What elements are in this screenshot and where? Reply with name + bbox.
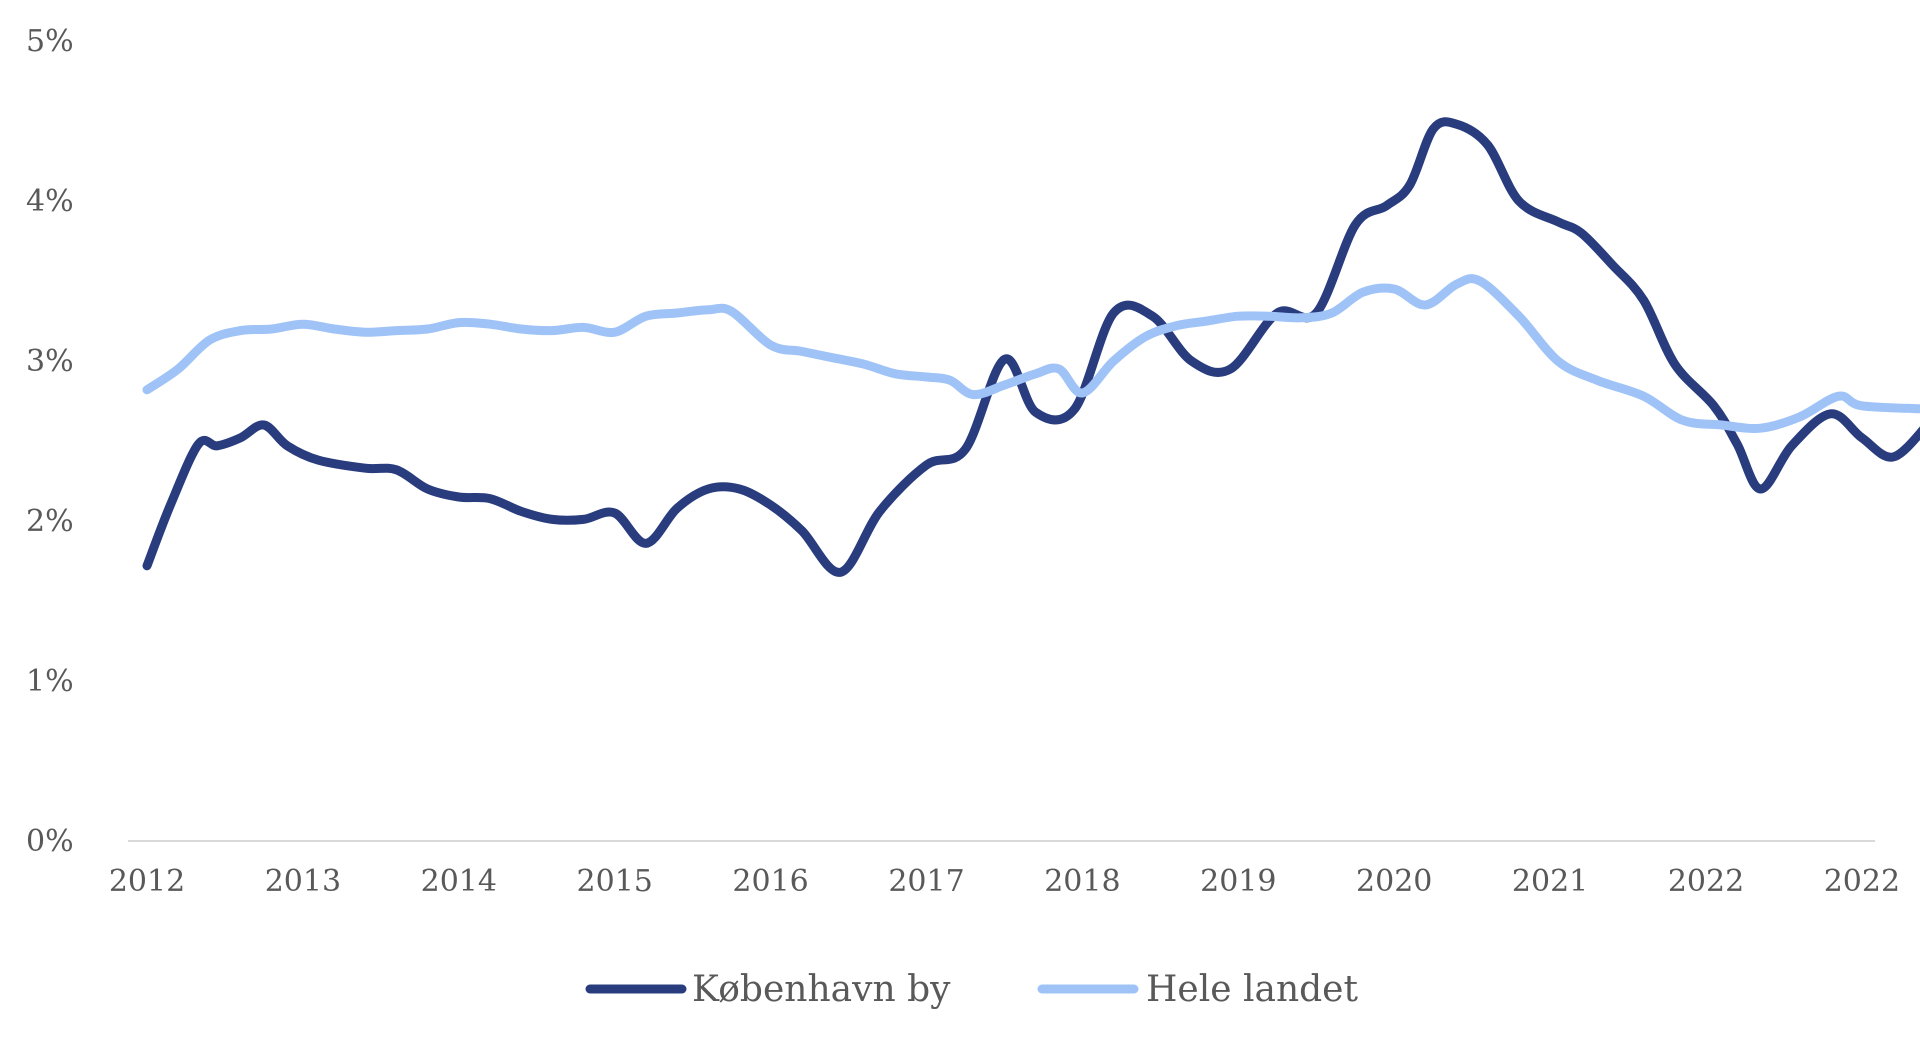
x-tick-label: 2017 <box>888 864 964 899</box>
legend-label: Hele landet <box>1146 969 1358 1010</box>
x-tick-label: 2021 <box>1512 864 1588 899</box>
series-line-hele-landet <box>142 274 1920 433</box>
series-line-kobenhavn-by <box>142 117 1920 577</box>
x-tick-label: 2018 <box>1044 864 1120 899</box>
x-tick-label: 2013 <box>265 864 341 899</box>
x-tick-label: 2019 <box>1200 864 1276 899</box>
series-lines <box>142 117 1920 577</box>
x-tick-label: 2016 <box>732 864 808 899</box>
y-tick-label: 4% <box>26 184 74 219</box>
x-tick-label: 2020 <box>1356 864 1432 899</box>
y-tick-label: 1% <box>26 664 74 699</box>
x-tick-label: 2022 <box>1668 864 1744 899</box>
y-tick-label: 3% <box>26 344 74 379</box>
x-axis-tick-labels: 2012 2013 2014 2015 2016 2017 2018 2019 2020 2021… <box>109 864 1900 899</box>
x-tick-label: 2012 <box>109 864 185 899</box>
x-tick-label: 2014 <box>421 864 497 899</box>
y-tick-label: 0% <box>26 824 74 859</box>
legend-label: København by <box>692 969 951 1010</box>
y-tick-label: 2% <box>26 504 74 539</box>
y-axis-tick-labels: 0% 1% 2% 3% 4% 5% <box>26 24 74 859</box>
x-tick-label: 2022 <box>1824 864 1900 899</box>
legend: København by Hele landet <box>585 969 1358 1010</box>
y-tick-label: 5% <box>26 24 74 59</box>
x-tick-label: 2015 <box>577 864 653 899</box>
